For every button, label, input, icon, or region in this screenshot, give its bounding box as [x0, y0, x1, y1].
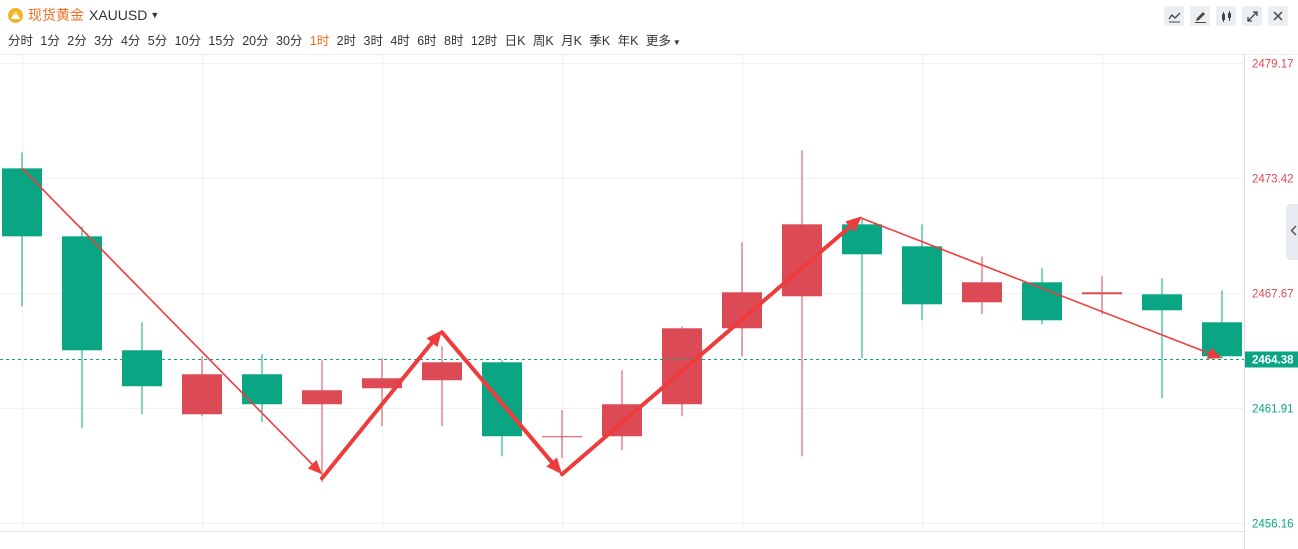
interval-tab[interactable]: 4分: [120, 33, 141, 48]
candle-type-icon[interactable]: [1216, 6, 1236, 26]
candle-body: [62, 236, 102, 351]
interval-tab[interactable]: 30分: [276, 33, 303, 48]
candle-body: [722, 292, 762, 329]
chart-toolbar: [1158, 6, 1288, 26]
interval-tab[interactable]: 10分: [174, 33, 202, 48]
interval-tab[interactable]: 分时: [8, 33, 34, 48]
y-tick-label: 2461.91: [1252, 404, 1294, 416]
candle-body: [662, 328, 702, 405]
interval-tab[interactable]: 日K: [504, 33, 526, 48]
interval-tab[interactable]: 3分: [94, 33, 114, 48]
indicator-icon[interactable]: [1164, 6, 1184, 26]
interval-tab[interactable]: 5分: [147, 33, 168, 48]
trend-arrow-head: [546, 457, 562, 475]
interval-tab[interactable]: 2时: [336, 33, 357, 48]
last-price-tag: [1245, 351, 1298, 368]
trend-arrow-line: [440, 330, 555, 466]
interval-tab[interactable]: 月K: [561, 33, 582, 48]
interval-tab[interactable]: 周K: [532, 33, 554, 48]
trend-arrow-head: [307, 460, 322, 475]
y-tick-label: 2479.17: [1252, 59, 1294, 71]
candle-body: [362, 378, 402, 389]
gold-icon: [8, 7, 23, 23]
y-tick-label: 2467.67: [1252, 289, 1294, 301]
chart-header: 现货黄金 XAUUSD ▼ 分时 1分 2分 3分 4分 5分 10分 15分 20分 30分 1时…: [0, 0, 1298, 54]
trend-arrow-line: [560, 223, 854, 477]
symbol-selector[interactable]: 现货黄金 XAUUSD ▼: [8, 5, 159, 25]
candle-body: [482, 362, 522, 437]
candle-body: [1082, 292, 1122, 295]
chevron-left-icon: [1289, 223, 1297, 241]
candle-body: [2, 168, 42, 237]
candlestick-chart[interactable]: 2479.17 2473.42 2467.67 2461.91 2456.16 2464.…: [0, 54, 1298, 549]
interval-tab[interactable]: 更多 ▼: [645, 33, 681, 48]
draw-icon[interactable]: [1190, 6, 1210, 26]
last-price-label: 2464.38: [1252, 355, 1294, 367]
interval-tab[interactable]: 季K: [589, 33, 611, 48]
fullscreen-icon[interactable]: [1242, 6, 1262, 26]
interval-tab[interactable]: 3时: [363, 33, 383, 48]
candle-body: [422, 362, 462, 381]
instrument-symbol: XAUUSD: [89, 7, 148, 23]
trend-arrow-head: [1206, 347, 1222, 359]
candle-body: [122, 350, 162, 387]
interval-tab[interactable]: 6时: [417, 33, 437, 48]
interval-tab[interactable]: 1时: [309, 33, 330, 48]
trend-arrow-line: [861, 217, 1212, 355]
candle-body: [302, 390, 342, 405]
candle-body: [782, 224, 822, 297]
interval-tab[interactable]: 20分: [242, 33, 269, 48]
candle-body: [542, 436, 582, 438]
caret-down-icon[interactable]: ▼: [150, 10, 160, 20]
y-tick-label: 2473.42: [1252, 174, 1294, 186]
collapse-panel-button[interactable]: [1286, 204, 1298, 260]
trend-arrow-line: [21, 167, 315, 467]
interval-tab[interactable]: 2分: [67, 33, 87, 48]
candle-body: [902, 246, 942, 305]
trend-arrow-head: [426, 330, 442, 348]
close-icon[interactable]: [1268, 6, 1288, 26]
interval-tab[interactable]: 15分: [208, 33, 235, 48]
trend-arrow-head: [845, 216, 862, 233]
trend-arrow-line: [320, 339, 436, 481]
interval-selector: 分时 1分 2分 3分 4分 5分 10分 15分 20分 30分 1时 2时 3时 4时 6时 8时 12时日…: [8, 30, 688, 48]
candle-body: [182, 374, 222, 415]
interval-tab[interactable]: 1分: [40, 33, 60, 48]
candle-body: [1142, 294, 1182, 311]
interval-tab[interactable]: 年K: [617, 33, 639, 48]
candle-body: [1202, 322, 1242, 357]
y-tick-label: 2456.16: [1252, 519, 1294, 531]
caret-down-icon: ▼: [672, 37, 681, 47]
interval-tab[interactable]: 4时: [390, 33, 410, 48]
interval-tab[interactable]: 8时: [444, 33, 464, 48]
interval-tab[interactable]: 12时: [470, 33, 498, 48]
instrument-name: 现货黄金: [28, 7, 84, 23]
candle-body: [962, 282, 1002, 303]
